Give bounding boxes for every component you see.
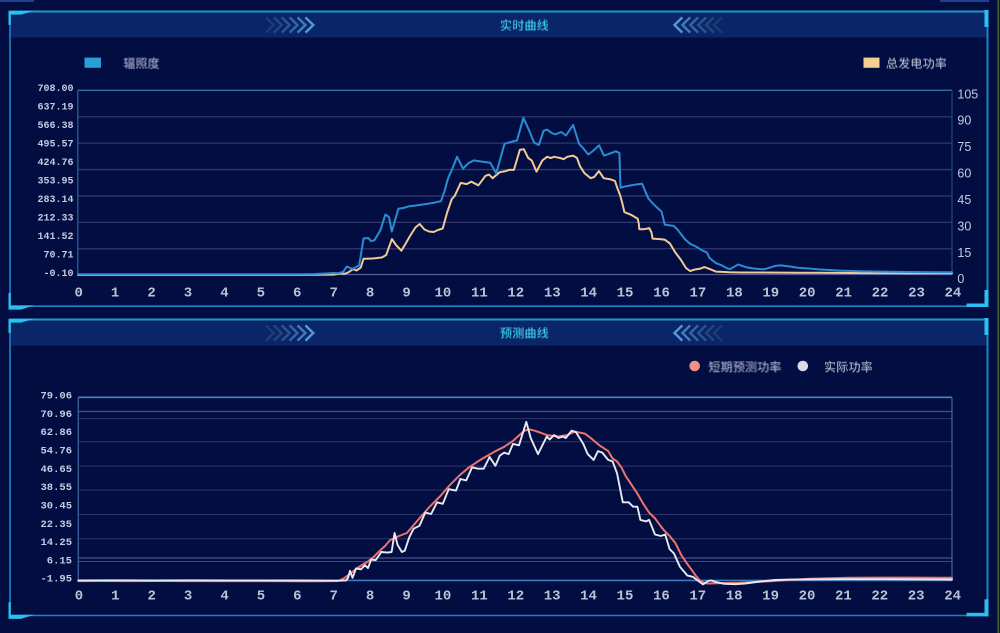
svg-text:19: 19 xyxy=(762,286,779,302)
svg-text:9: 9 xyxy=(402,286,410,302)
svg-text:13: 13 xyxy=(544,286,561,302)
svg-text:7: 7 xyxy=(330,589,338,605)
svg-text:14.25: 14.25 xyxy=(40,537,72,549)
svg-text:23: 23 xyxy=(908,286,925,302)
svg-text:17: 17 xyxy=(690,286,707,302)
svg-text:62.86: 62.86 xyxy=(40,427,72,439)
svg-text:19: 19 xyxy=(762,589,779,605)
svg-text:637.19: 637.19 xyxy=(37,103,73,114)
svg-text:141.52: 141.52 xyxy=(37,232,73,243)
svg-text:20: 20 xyxy=(799,589,816,605)
svg-text:4: 4 xyxy=(220,589,228,605)
svg-text:12: 12 xyxy=(507,286,524,302)
svg-text:24: 24 xyxy=(944,286,961,302)
svg-text:105: 105 xyxy=(957,87,978,101)
svg-text:-0.10: -0.10 xyxy=(43,269,73,280)
svg-text:17: 17 xyxy=(689,589,706,605)
svg-text:75: 75 xyxy=(957,140,971,154)
svg-text:6: 6 xyxy=(293,589,301,605)
svg-text:18: 18 xyxy=(726,286,743,302)
svg-text:15: 15 xyxy=(957,246,971,260)
svg-text:38.55: 38.55 xyxy=(40,482,72,494)
svg-text:8: 8 xyxy=(366,589,374,605)
svg-text:23: 23 xyxy=(908,589,925,605)
svg-text:0: 0 xyxy=(74,286,82,302)
svg-text:11: 11 xyxy=(471,589,488,605)
svg-text:5: 5 xyxy=(257,286,265,302)
svg-text:5: 5 xyxy=(257,589,265,605)
svg-text:60: 60 xyxy=(957,167,971,181)
svg-text:20: 20 xyxy=(799,286,816,302)
svg-text:353.95: 353.95 xyxy=(37,177,73,188)
svg-text:6.15: 6.15 xyxy=(47,555,72,567)
svg-text:22: 22 xyxy=(871,589,888,605)
svg-text:2: 2 xyxy=(148,589,156,605)
svg-text:566.38: 566.38 xyxy=(37,121,73,132)
svg-text:22.35: 22.35 xyxy=(40,519,72,531)
svg-text:212.33: 212.33 xyxy=(37,214,73,225)
svg-text:46.65: 46.65 xyxy=(40,464,72,476)
svg-text:21: 21 xyxy=(835,589,852,605)
svg-text:0: 0 xyxy=(75,589,83,605)
svg-text:79.06: 79.06 xyxy=(40,391,72,403)
svg-text:2: 2 xyxy=(147,286,155,302)
svg-text:30: 30 xyxy=(957,219,971,233)
svg-text:70.71: 70.71 xyxy=(43,251,73,262)
svg-text:12: 12 xyxy=(507,589,524,605)
svg-text:11: 11 xyxy=(471,286,488,302)
svg-text:3: 3 xyxy=(184,589,192,605)
svg-text:495.57: 495.57 xyxy=(37,140,73,151)
svg-text:16: 16 xyxy=(653,589,670,605)
svg-text:70.96: 70.96 xyxy=(40,409,72,421)
svg-text:-1.95: -1.95 xyxy=(40,574,72,586)
svg-text:1: 1 xyxy=(111,286,119,302)
svg-text:9: 9 xyxy=(402,589,410,605)
svg-text:10: 10 xyxy=(435,286,452,302)
svg-text:0: 0 xyxy=(957,272,964,286)
svg-text:22: 22 xyxy=(872,286,889,302)
svg-text:54.76: 54.76 xyxy=(40,446,72,458)
svg-text:3: 3 xyxy=(184,286,192,302)
svg-text:6: 6 xyxy=(293,286,301,302)
svg-text:16: 16 xyxy=(653,286,670,302)
svg-text:30.45: 30.45 xyxy=(40,500,72,512)
svg-text:13: 13 xyxy=(544,589,561,605)
svg-text:1: 1 xyxy=(111,589,119,605)
svg-text:708.00: 708.00 xyxy=(37,84,73,95)
svg-text:4: 4 xyxy=(220,286,228,302)
svg-text:24: 24 xyxy=(944,589,961,605)
svg-text:7: 7 xyxy=(329,286,337,302)
svg-text:8: 8 xyxy=(366,286,374,302)
svg-text:45: 45 xyxy=(957,193,971,207)
svg-text:14: 14 xyxy=(580,286,597,302)
svg-text:10: 10 xyxy=(435,589,452,605)
svg-text:283.14: 283.14 xyxy=(37,195,73,206)
svg-text:90: 90 xyxy=(957,114,971,128)
svg-text:15: 15 xyxy=(617,589,634,605)
svg-text:14: 14 xyxy=(580,589,597,605)
svg-text:424.76: 424.76 xyxy=(37,158,73,169)
svg-text:15: 15 xyxy=(617,286,634,302)
svg-text:18: 18 xyxy=(726,589,743,605)
svg-text:21: 21 xyxy=(835,286,852,302)
